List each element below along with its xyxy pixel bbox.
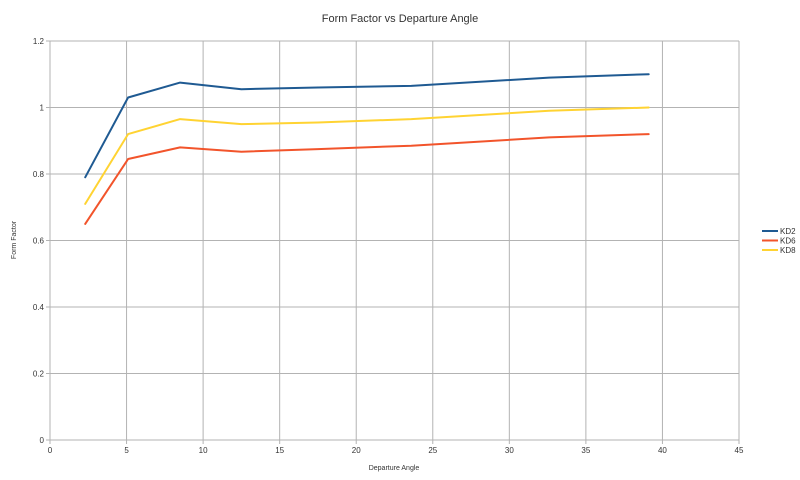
- legend-label-kd8: KD8: [780, 246, 796, 255]
- y-tick-label: 0: [40, 436, 45, 445]
- x-tick-label: 0: [48, 446, 53, 455]
- series-lines: [84, 73, 650, 225]
- legend-label-kd2: KD2: [780, 227, 796, 236]
- y-tick-label: 0.4: [33, 303, 45, 312]
- series-line-kd2: [84, 73, 650, 179]
- x-tick-label: 25: [428, 446, 437, 455]
- y-tick-label: 0.2: [33, 370, 45, 379]
- y-tick-label: 0.8: [33, 170, 45, 179]
- axes: [46, 40, 740, 444]
- x-tick-label: 30: [505, 446, 514, 455]
- x-tick-label: 10: [199, 446, 208, 455]
- x-tick-label: 40: [658, 446, 667, 455]
- x-tick-label: 35: [581, 446, 590, 455]
- y-axis-title: Form Factor: [11, 220, 18, 259]
- y-tick-label: 0.6: [33, 237, 45, 246]
- series-line-kd8: [84, 106, 650, 205]
- y-tick-label: 1.2: [33, 37, 45, 46]
- x-tick-label: 20: [352, 446, 361, 455]
- gridlines: [49, 40, 740, 441]
- chart-title: Form Factor vs Departure Angle: [322, 13, 479, 25]
- x-tick-label: 15: [275, 446, 284, 455]
- series-line-kd6: [84, 133, 650, 225]
- tick-labels: 0 0.2 0.4 0.6 0.8 1 1.2 0 5 10 15 20 25 30 35 40 45: [33, 37, 744, 455]
- x-tick-label: 45: [735, 446, 744, 455]
- x-axis-title: Departure Angle: [369, 465, 420, 472]
- y-tick-label: 1: [40, 104, 45, 113]
- legend-label-kd6: KD6: [780, 237, 796, 246]
- x-tick-label: 5: [124, 446, 129, 455]
